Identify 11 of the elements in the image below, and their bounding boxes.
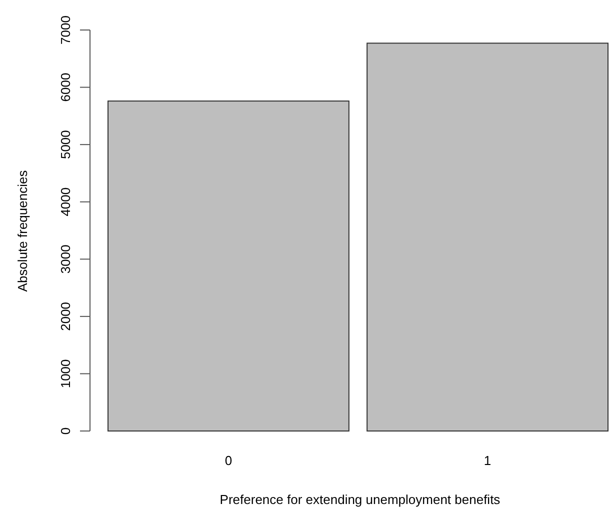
y-tick-label: 4000 <box>58 187 73 216</box>
y-tick-label: 2000 <box>58 302 73 331</box>
x-axis-title: Preference for extending unemployment benefits <box>220 492 501 507</box>
y-tick-label: 3000 <box>58 244 73 274</box>
y-tick-label: 5000 <box>58 130 73 160</box>
y-tick-label: 0 <box>58 427 73 435</box>
y-tick-label: 1000 <box>58 359 73 388</box>
y-tick-label: 7000 <box>58 16 73 44</box>
y-tick-label: 6000 <box>58 72 73 102</box>
x-tick-label: 1 <box>484 453 492 468</box>
y-axis-title: Absolute frequencies <box>15 170 30 292</box>
